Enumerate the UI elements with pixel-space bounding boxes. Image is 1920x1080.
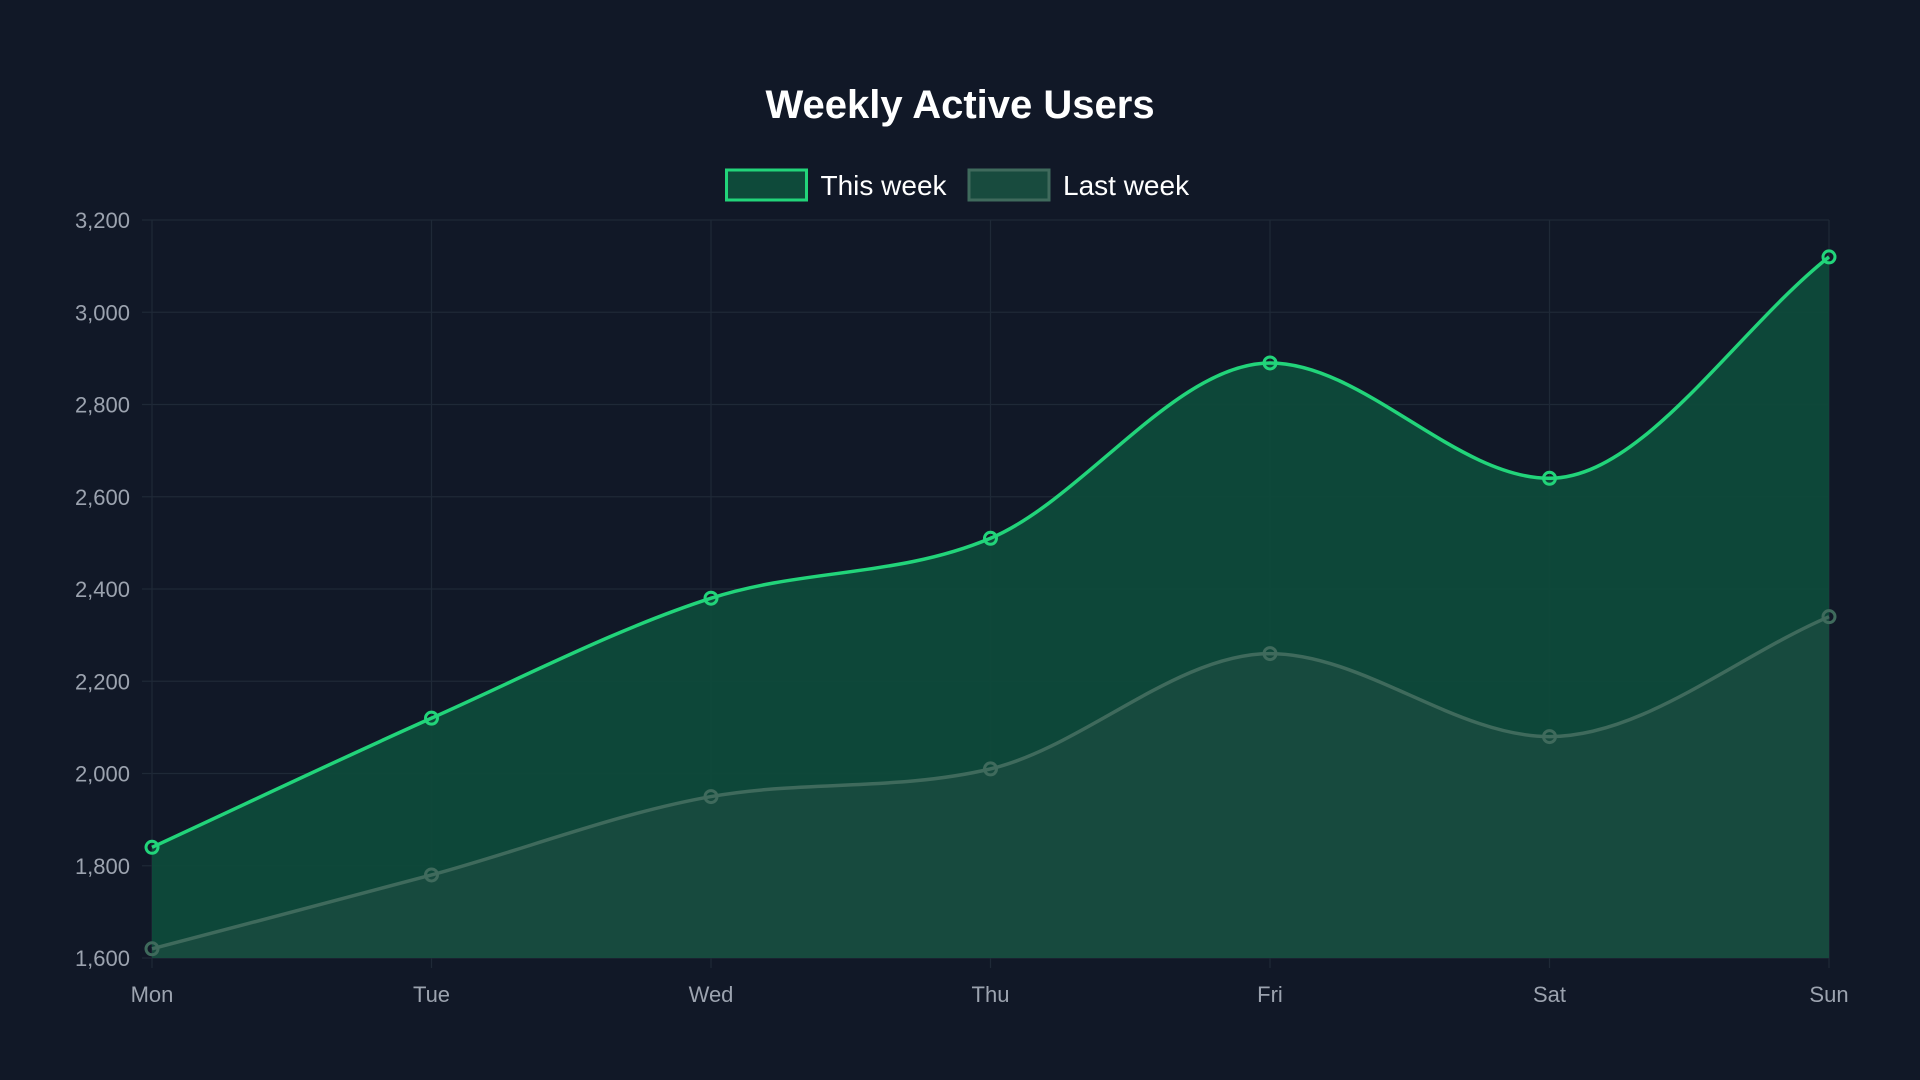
data-point[interactable] [1262, 646, 1278, 662]
y-axis-ticks: 1,600 1,800 2,000 2,200 2,400 2,600 2,800 3,000… [75, 208, 130, 971]
x-tick-label: Sun [1809, 982, 1848, 1007]
y-tick-label: 3,000 [75, 300, 130, 325]
y-tick-label: 2,400 [75, 577, 130, 602]
x-tick-label: Sat [1533, 982, 1566, 1007]
y-tick-label: 1,600 [75, 946, 130, 971]
data-point[interactable] [1542, 729, 1557, 745]
x-axis-ticks: Mon Tue Wed Thu Fri Sat Sun [131, 982, 1849, 1007]
legend-swatch [967, 168, 1051, 202]
data-point[interactable] [424, 867, 439, 883]
legend-swatch [725, 168, 808, 202]
y-tick-label: 3,200 [75, 208, 130, 233]
x-tick-label: Tue [413, 982, 450, 1007]
x-tick-label: Mon [131, 982, 174, 1007]
data-point[interactable] [703, 590, 719, 606]
data-point[interactable] [1542, 470, 1557, 486]
legend[interactable]: This week Last week [725, 168, 1191, 202]
x-tick-label: Fri [1257, 982, 1283, 1007]
series-line-last-week [151, 615, 1830, 951]
area-fills [152, 256, 1829, 958]
y-tick-label: 2,800 [75, 393, 130, 418]
y-tick-label: 2,600 [75, 485, 130, 510]
legend-item-this-week[interactable]: This week [725, 168, 948, 202]
data-point[interactable] [703, 789, 719, 805]
area-fill-last-week [152, 616, 1829, 958]
data-point[interactable] [1821, 609, 1837, 625]
y-tick-label: 1,800 [75, 854, 130, 879]
data-point[interactable] [424, 710, 439, 726]
y-tick-label: 2,000 [75, 762, 130, 787]
chart-title: Weekly Active Users [765, 83, 1154, 127]
legend-label: Last week [1063, 170, 1190, 201]
x-tick-label: Thu [972, 982, 1010, 1007]
data-point[interactable] [983, 530, 998, 546]
data-point[interactable] [144, 941, 160, 957]
y-tick-label: 2,200 [75, 669, 130, 694]
data-point[interactable] [1262, 355, 1278, 371]
data-point[interactable] [1821, 249, 1837, 265]
data-points [144, 249, 1837, 957]
data-point[interactable] [983, 761, 998, 777]
legend-item-last-week[interactable]: Last week [967, 168, 1190, 202]
x-tick-label: Wed [689, 982, 734, 1007]
data-point[interactable] [144, 839, 160, 855]
legend-label: This week [821, 170, 948, 201]
